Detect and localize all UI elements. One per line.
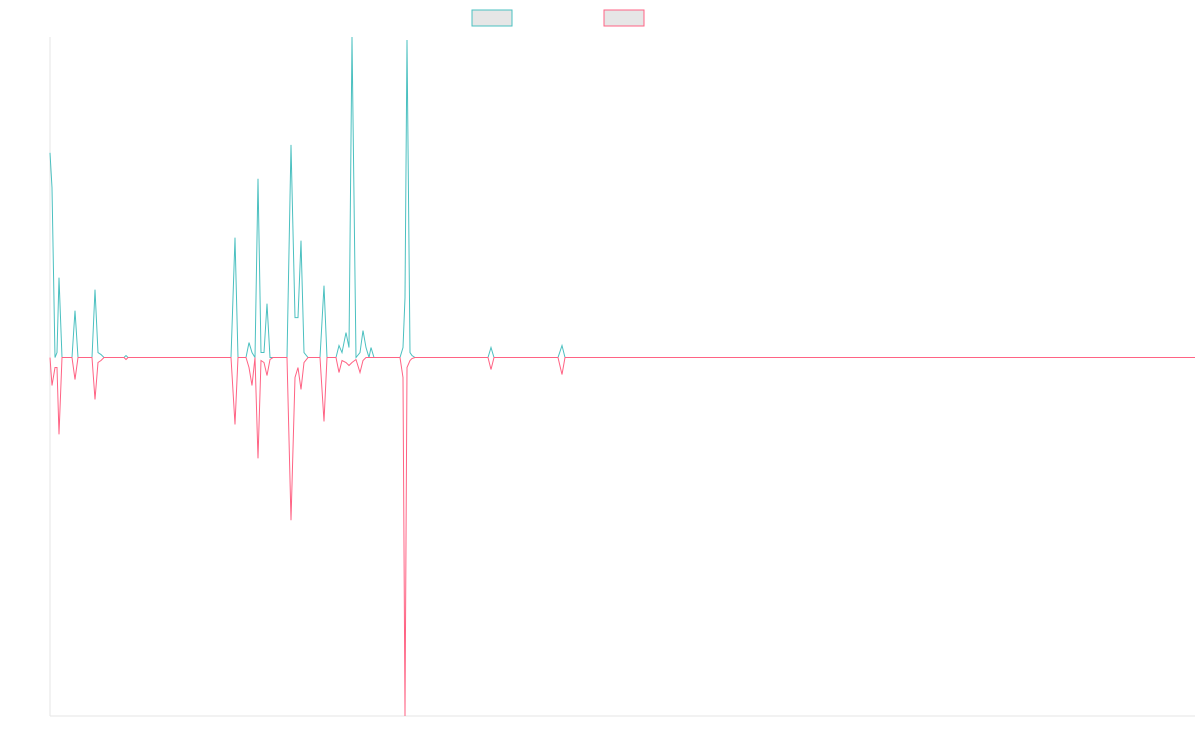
legend-swatch[interactable] [603,9,645,27]
series-line [49,36,1195,360]
legend-swatch[interactable] [471,9,513,27]
series-line [49,357,1195,717]
